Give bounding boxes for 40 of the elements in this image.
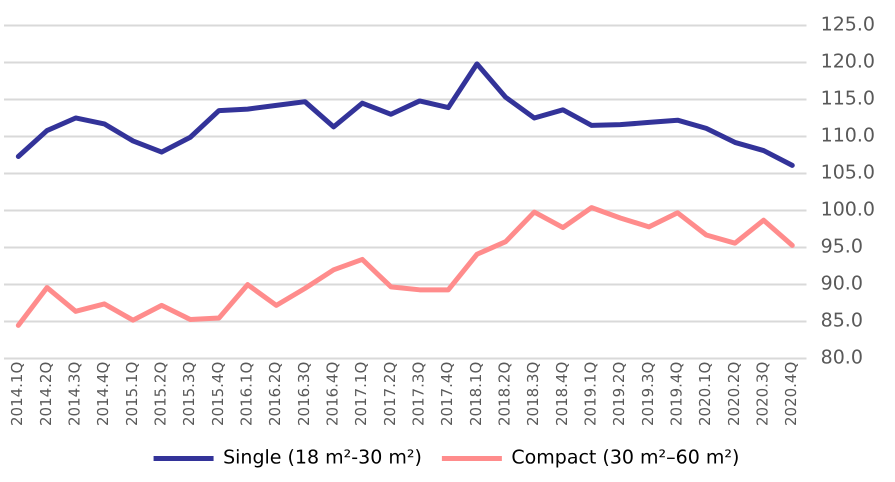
x-tick-label: 2015.4Q bbox=[208, 362, 227, 426]
y-tick-label: 115.0 bbox=[820, 87, 876, 110]
legend-label: Compact (30 m²–60 m²) bbox=[511, 446, 740, 468]
x-tick-label: 2019.1Q bbox=[582, 362, 600, 426]
y-tick-label: 120.0 bbox=[820, 50, 876, 72]
x-tick-label: 2018.4Q bbox=[552, 362, 571, 426]
y-tick-label: 95.0 bbox=[820, 236, 863, 258]
x-tick-label: 2019.3Q bbox=[638, 362, 657, 426]
x-tick-label: 2014.1Q bbox=[8, 362, 26, 426]
x-tick-label: 2019.2Q bbox=[610, 362, 628, 426]
y-tick-label: 100.0 bbox=[820, 198, 876, 221]
x-tick-label: 2015.2Q bbox=[152, 362, 170, 426]
x-tick-label: 2017.2Q bbox=[380, 362, 399, 426]
y-tick-label: 110.0 bbox=[820, 124, 876, 146]
x-tick-label: 2015.3Q bbox=[180, 362, 198, 426]
y-tick-label: 90.0 bbox=[820, 272, 863, 295]
legend-label: Single (18 m²-30 m²) bbox=[223, 446, 422, 468]
x-tick-label: 2014.2Q bbox=[36, 362, 55, 426]
x-tick-label: 2018.3Q bbox=[524, 362, 542, 426]
y-tick-label: 125.0 bbox=[820, 13, 876, 36]
x-tick-label: 2020.3Q bbox=[754, 362, 772, 426]
x-tick-label: 2017.1Q bbox=[352, 362, 370, 426]
x-tick-label: 2017.4Q bbox=[438, 362, 456, 426]
x-tick-label: 2015.1Q bbox=[122, 362, 141, 426]
x-tick-label: 2018.1Q bbox=[466, 362, 485, 426]
x-tick-label: 2014.4Q bbox=[94, 362, 112, 426]
x-tick-label: 2020.2Q bbox=[724, 362, 743, 426]
x-tick-label: 2016.4Q bbox=[324, 362, 342, 426]
x-tick-label: 2016.3Q bbox=[294, 362, 313, 426]
y-tick-label: 80.0 bbox=[820, 346, 863, 369]
y-tick-label: 85.0 bbox=[820, 310, 863, 332]
y-tick-label: 105.0 bbox=[820, 161, 876, 184]
x-tick-label: 2020.1Q bbox=[696, 362, 714, 426]
x-tick-label: 2017.3Q bbox=[410, 362, 428, 426]
x-tick-label: 2020.4Q bbox=[782, 362, 800, 426]
x-tick-label: 2019.4Q bbox=[668, 362, 686, 426]
x-tick-label: 2016.1Q bbox=[238, 362, 256, 426]
x-tick-label: 2014.3Q bbox=[66, 362, 84, 426]
x-tick-label: 2016.2Q bbox=[266, 362, 284, 426]
x-tick-label: 2018.2Q bbox=[496, 362, 514, 426]
